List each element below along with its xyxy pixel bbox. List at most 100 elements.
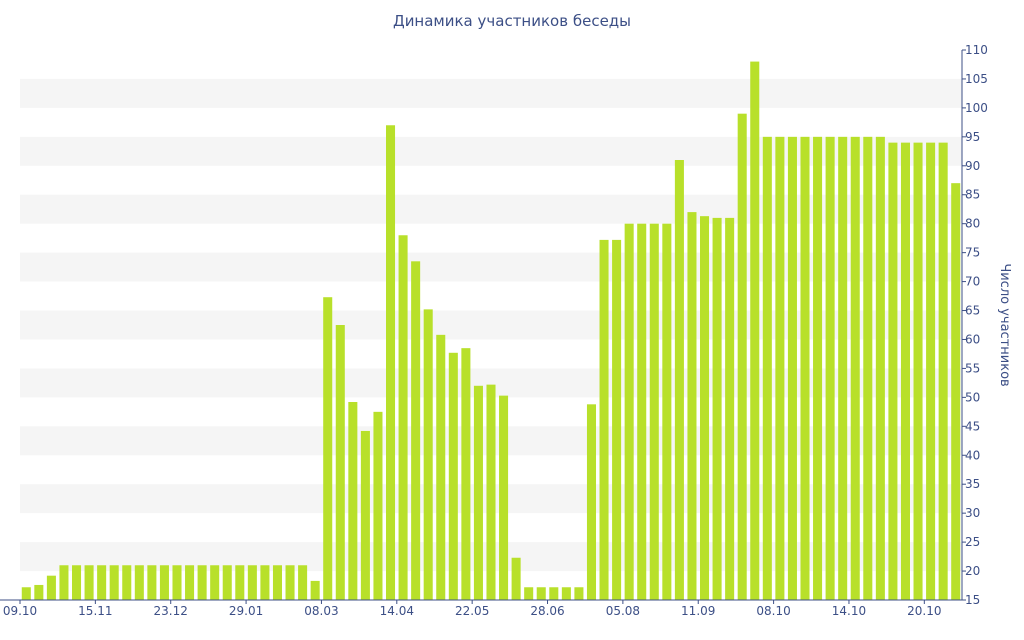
bar [436,334,446,600]
bar [725,217,735,600]
bars [21,61,961,601]
y-tick-label: 105 [965,72,988,86]
y-tick-label: 30 [965,506,980,520]
y-tick-label: 50 [965,390,980,404]
bar [561,587,571,600]
bar [348,402,358,600]
y-tick-label: 70 [965,275,980,289]
bar [260,565,270,600]
bar [398,235,408,600]
bar [272,565,282,600]
bar [310,580,320,600]
x-tick-label: 22.05 [455,604,489,618]
y-axis: 15 20 25 30 35 40 45 50 55 60 65 70 75 80 85 90 95 100 105… [961,43,988,607]
bar [574,587,584,600]
bar [386,125,396,600]
bar [59,565,69,600]
grid-band [20,78,962,108]
bar [147,565,157,600]
bar [72,565,82,600]
y-tick-label: 20 [965,564,980,578]
bar [335,325,345,600]
bar [461,348,471,600]
x-tick-label: 05.08 [606,604,640,618]
y-tick-label: 35 [965,477,980,491]
x-tick-label: 09.10 [3,604,37,618]
bar [649,223,659,600]
bar [486,384,496,600]
bar [222,565,232,600]
bar [775,136,785,600]
bar [210,565,220,600]
y-tick-label: 100 [965,101,988,115]
bar [97,565,107,600]
y-tick-label: 65 [965,304,980,318]
bar [700,216,710,600]
bar [499,395,509,600]
y-tick-label: 45 [965,419,980,433]
y-tick-label: 90 [965,159,980,173]
bar [888,142,898,600]
bar [737,113,747,601]
x-tick-label: 08.03 [304,604,338,618]
bar [134,565,144,600]
bar [863,136,873,600]
x-tick-label: 08.10 [756,604,790,618]
bar [951,183,961,600]
x-tick-label: 28.06 [530,604,564,618]
y-tick-label: 80 [965,217,980,231]
x-tick-label: 14.10 [832,604,866,618]
bar [900,142,910,600]
bar [34,584,44,600]
y-axis-label: Число участников [997,263,1012,386]
y-tick-label: 55 [965,361,980,375]
bar [674,160,684,600]
bar [84,565,94,600]
x-tick-label: 15.11 [78,604,112,618]
bar [536,587,546,600]
bar [323,297,333,600]
bar [411,261,421,600]
x-tick-label: 14.04 [380,604,414,618]
x-tick-label: 29.01 [229,604,263,618]
bar [46,575,56,600]
y-tick-label: 85 [965,188,980,202]
bar [172,565,182,600]
bar [549,587,559,600]
y-tick-label: 40 [965,448,980,462]
bar [298,565,308,600]
y-tick-label: 75 [965,246,980,260]
bar [599,239,609,600]
chart-title: Динамика участников беседы [392,12,632,30]
bar [109,565,119,600]
y-tick-label: 15 [965,593,980,607]
bar [586,404,596,600]
bar [875,136,885,600]
bar [662,223,672,600]
bar [825,136,835,600]
bar [750,61,760,600]
x-tick-label: 11.09 [681,604,715,618]
bar [197,565,207,600]
x-axis: 09.10 15.11 23.12 29.01 08.03 14.04 22.05 28.06… [0,599,962,618]
bar [762,136,772,600]
bar [938,142,948,600]
bar [712,217,722,600]
y-tick-label: 110 [965,43,988,57]
bar [122,565,132,600]
bar [373,411,383,600]
bar [787,136,797,600]
y-tick-label: 60 [965,332,980,346]
bar [800,136,810,600]
bar [511,557,521,600]
y-tick-label: 95 [965,130,980,144]
y-tick-label: 25 [965,535,980,549]
bar [612,239,622,600]
bar [159,565,169,600]
bar [850,136,860,600]
bar [687,212,697,601]
bar [624,223,634,600]
bar [247,565,257,600]
bar [913,142,923,600]
